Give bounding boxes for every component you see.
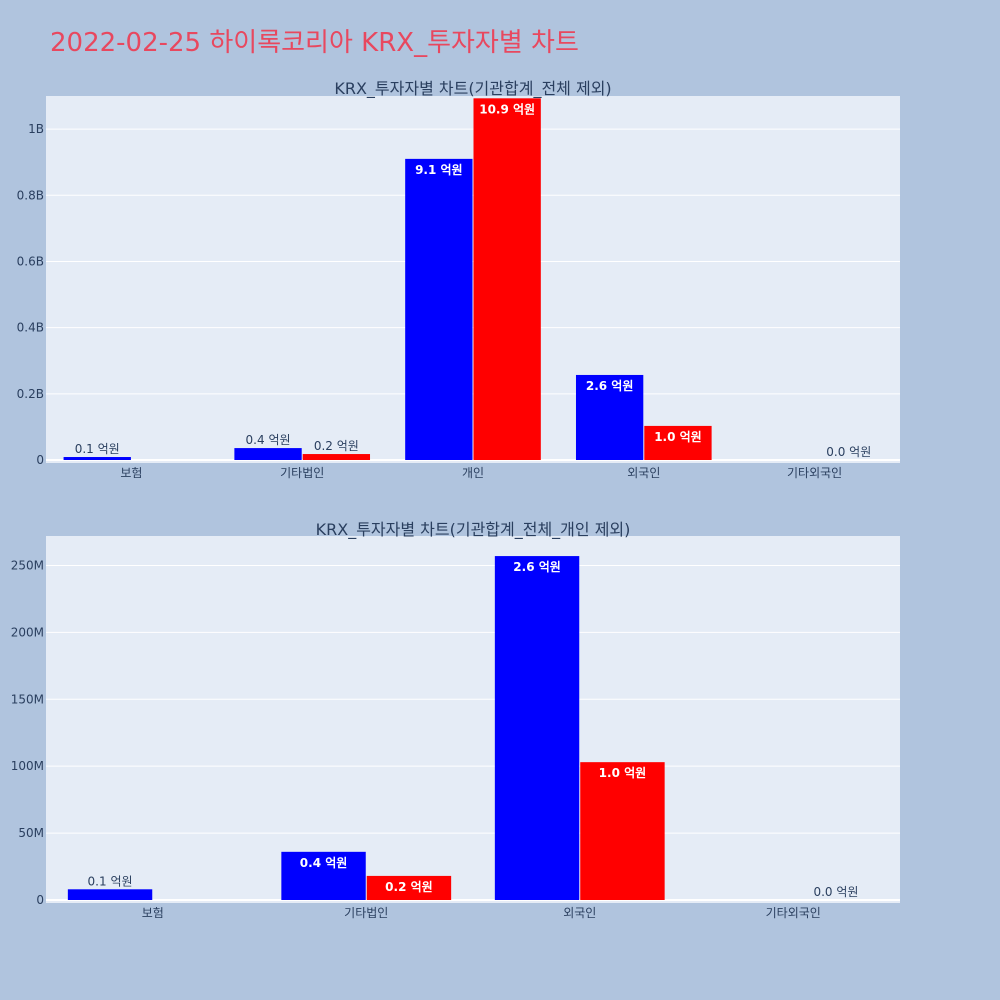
bar[interactable] — [234, 448, 302, 460]
bar-data-label: 0.0 억원 — [813, 885, 858, 899]
y-tick-label: 0.8B — [17, 188, 44, 202]
bar[interactable] — [580, 762, 665, 900]
y-tick-label: 0.6B — [17, 254, 44, 268]
bar-data-label: 10.9 억원 — [479, 102, 535, 116]
bar-data-label: 0.4 억원 — [246, 433, 291, 447]
bar[interactable] — [366, 875, 452, 900]
bar[interactable] — [302, 454, 371, 460]
bar-data-label: 0.4 억원 — [300, 856, 348, 870]
y-tick-label: 0 — [36, 453, 44, 467]
bar-data-label: 0.0 억원 — [826, 445, 871, 459]
bar-data-label: 9.1 억원 — [415, 163, 463, 177]
x-tick-label: 보험 — [120, 466, 142, 480]
x-tick-label: 기타외국인 — [766, 906, 821, 920]
bar[interactable] — [473, 98, 541, 461]
bar[interactable] — [63, 457, 131, 460]
chart-1: 0 0.2B 0.4B 0.6B 0.8B 1B KRX_투자자별 차트(기관합계_전체 제… — [17, 79, 900, 480]
bar[interactable] — [67, 889, 153, 900]
y-tick-label: 0 — [36, 893, 44, 907]
bar[interactable] — [644, 425, 712, 460]
bar[interactable] — [405, 158, 473, 460]
x-tick-label: 기타법인 — [344, 906, 388, 920]
y-tick-label: 250M — [11, 558, 44, 572]
bar-data-label: 0.1 억원 — [75, 442, 120, 456]
x-tick-label: 외국인 — [563, 906, 596, 920]
bar[interactable] — [281, 851, 366, 900]
x-tick-label: 개인 — [462, 466, 484, 480]
bar-data-label: 1.0 억원 — [599, 766, 647, 780]
bar[interactable] — [494, 556, 580, 900]
chart-title: KRX_투자자별 차트(기관합계_전체 제외) — [334, 79, 611, 99]
plot-area — [46, 536, 900, 903]
y-tick-label: 100M — [11, 759, 44, 773]
y-tick-label: 0.4B — [17, 321, 44, 335]
x-tick-label: 보험 — [142, 906, 164, 920]
x-tick-label: 외국인 — [627, 466, 660, 480]
y-tick-label: 0.2B — [17, 387, 44, 401]
plot-area — [46, 96, 900, 463]
y-tick-label: 200M — [11, 625, 44, 639]
bar-data-label: 2.6 억원 — [586, 379, 634, 393]
chart-title: KRX_투자자별 차트(기관합계_전체_개인 제외) — [316, 520, 631, 540]
bar-data-label: 0.1 억원 — [88, 874, 133, 888]
bar-data-label: 2.6 억원 — [513, 560, 561, 574]
x-tick-label: 기타법인 — [280, 466, 324, 480]
y-tick-label: 1B — [28, 122, 44, 136]
y-tick-label: 150M — [11, 692, 44, 706]
bar-data-label: 1.0 억원 — [654, 430, 702, 444]
y-tick-label: 50M — [18, 826, 44, 840]
page-title: 2022-02-25 하이록코리아 KRX_투자자별 차트 — [50, 28, 579, 58]
chart-2: 0 50M 100M 150M 200M 250M KRX_투자자별 차트(기관합계_전체_… — [11, 520, 900, 920]
x-tick-label: 기타외국인 — [787, 466, 842, 480]
bar-data-label: 0.2 억원 — [385, 880, 433, 894]
bar[interactable] — [575, 374, 644, 460]
bar-data-label: 0.2 억원 — [314, 439, 359, 453]
